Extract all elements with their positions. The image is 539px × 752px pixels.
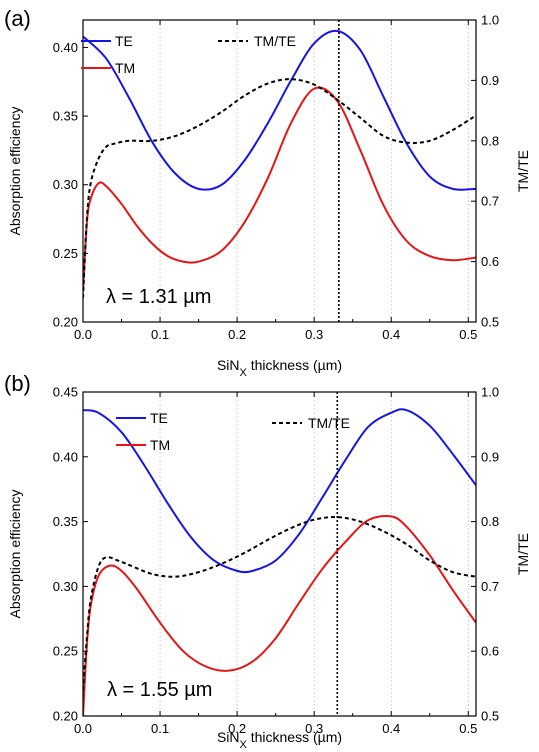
x-tick-label: 0.5 [459,721,477,736]
x-axis-label-sub: X [240,739,248,751]
legend: TE TM TM/TE [81,33,296,76]
legend: TE TM TM/TE [116,410,350,453]
plot-frame [82,391,477,717]
legend-label-tm: TM [115,60,135,76]
panel-label: (a) [4,6,31,31]
y-tick-label: 0.25 [53,644,78,659]
y-tick-label: 0.40 [53,449,78,464]
y2-tick-label: 0.8 [481,133,499,148]
x-tick-label: 0.4 [382,327,400,342]
y2-axis-label: TM/TE [515,533,531,575]
legend-label-te: TE [115,33,133,49]
panel-label: (b) [4,371,31,396]
x-axis-label: SiNX thickness (µm) [217,357,342,379]
x-tick-label: 0.0 [74,327,92,342]
x-axis-label: SiNX thickness (µm) [217,729,342,751]
legend-label-ratio: TM/TE [254,33,296,49]
legend-label-tm: TM [150,437,170,453]
x-axis-label-main: SiN [217,729,240,745]
y2-tick-label: 0.7 [481,579,499,594]
y2-tick-label: 0.8 [481,514,499,529]
x-axis-label-rest: thickness (µm) [247,357,342,373]
x-tick-label: 0.1 [151,721,169,736]
y-tick-label: 0.35 [53,109,78,124]
x-tick-label: 0.3 [305,721,323,736]
x-axis-label-rest: thickness (µm) [247,729,342,745]
curves [83,29,476,298]
series-line-te [83,408,476,574]
x-tick-label: 0.1 [151,327,169,342]
y2-tick-label: 0.9 [481,73,499,88]
y2-tick-label: 0.6 [481,644,499,659]
series-line-tm-te [83,78,476,298]
legend-label-ratio: TM/TE [308,415,350,431]
y-tick-label: 0.20 [53,315,78,330]
curves [83,408,476,716]
series-line-tm [83,86,476,292]
y2-tick-label: 1.0 [481,13,499,28]
x-tick-label: 0.2 [228,721,246,736]
x-axis-label-main: SiN [217,357,240,373]
series-line-te [83,29,476,191]
y-tick-label: 0.40 [53,40,78,55]
y2-tick-label: 0.6 [481,254,499,269]
y-tick-label: 0.35 [53,514,78,529]
y-tick-label: 0.30 [53,177,78,192]
y-tick-label: 0.30 [53,579,78,594]
plot-frame [82,19,477,323]
x-tick-label: 0.0 [74,721,92,736]
wavelength-annotation: λ = 1.31 µm [106,286,211,308]
y2-tick-label: 0.5 [481,315,499,330]
y-tick-label: 0.20 [53,709,78,724]
x-tick-label: 0.5 [459,327,477,342]
x-tick-label: 0.3 [305,327,323,342]
y-axis-label: Absorption efficiency [7,490,23,619]
y-tick-label: 0.25 [53,246,78,261]
y2-tick-label: 0.7 [481,194,499,209]
y2-tick-label: 0.9 [481,449,499,464]
legend-label-te: TE [150,410,168,426]
panel-b: 0.0 0.1 0.2 0.3 0.4 0.5 0.20 0.25 0.30 0.35 0.40 0.… [4,371,531,751]
panel-a: 0.0 0.1 0.2 0.3 0.4 0.5 0.20 0.25 0.30 0.35 0.40 0.… [4,6,531,379]
x-tick-label: 0.2 [228,327,246,342]
y2-tick-label: 1.0 [481,385,499,400]
y-tick-label: 0.45 [53,385,78,400]
y2-tick-label: 0.5 [481,709,499,724]
y-axis-label: Absorption efficiency [7,107,23,236]
y2-axis-label: TM/TE [515,150,531,192]
wavelength-annotation: λ = 1.55 µm [107,679,212,701]
series-line-tm [83,514,476,716]
x-tick-label: 0.4 [382,721,400,736]
x-axis-label-sub: X [240,367,248,379]
